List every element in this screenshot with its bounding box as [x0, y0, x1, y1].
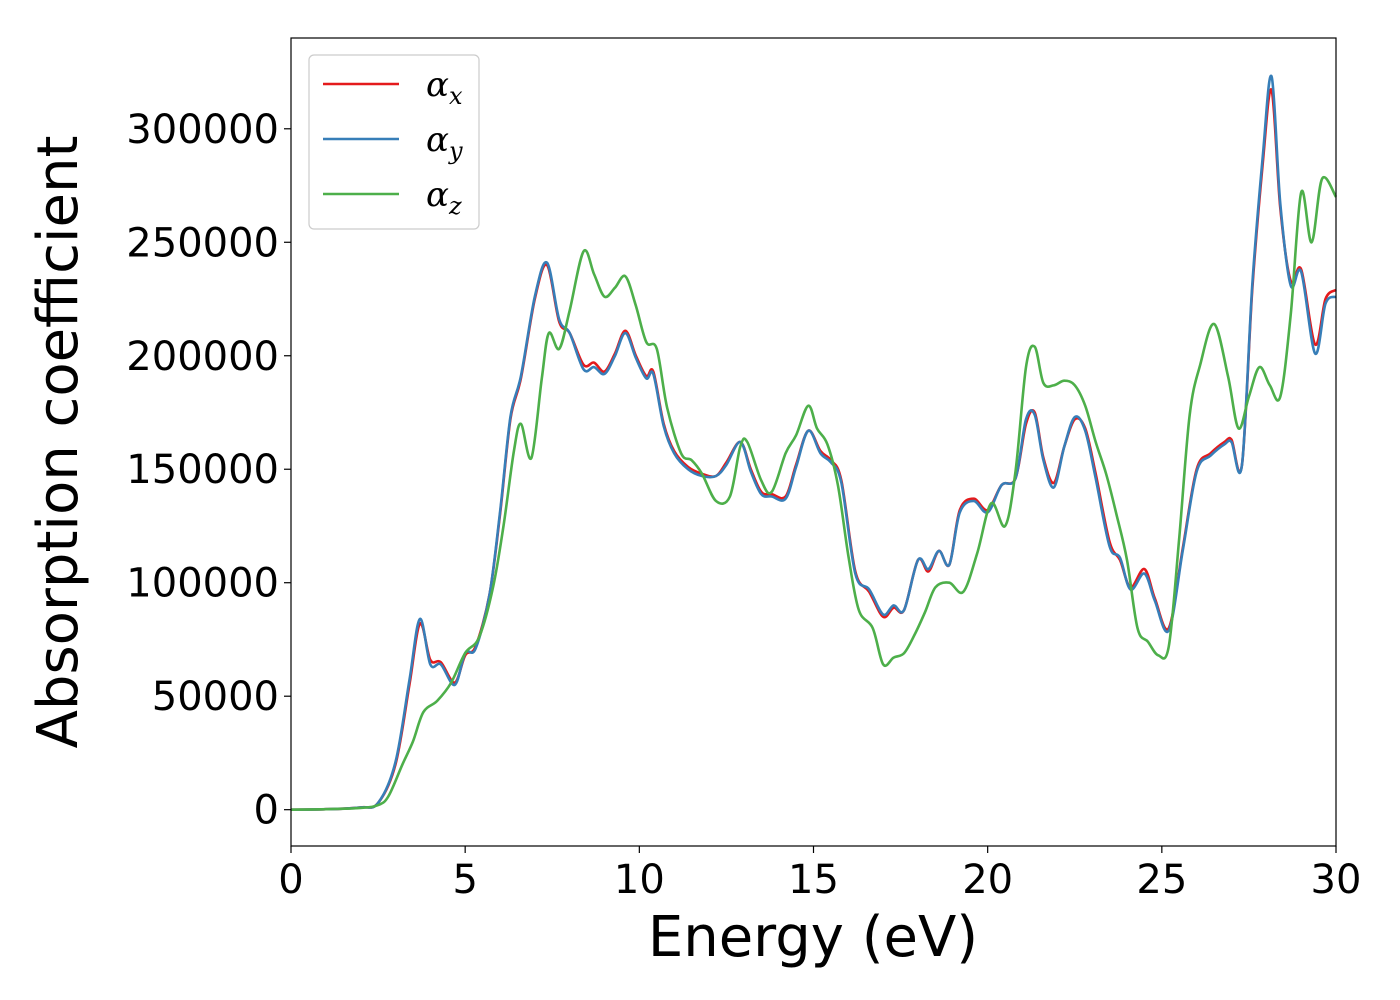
x-tick-label: 5 [452, 857, 477, 903]
legend-subscript: z [448, 192, 462, 220]
y-tick-label: 200000 [126, 334, 279, 380]
series-layer [290, 74, 1338, 811]
y-tick-label: 0 [254, 788, 279, 834]
x-tick-label: 15 [788, 857, 839, 903]
series-line-z [290, 175, 1338, 811]
legend-label-x: αx [426, 65, 463, 110]
legend-symbol: α [426, 65, 449, 105]
y-tick-label: 100000 [126, 561, 279, 607]
y-tick-label: 50000 [152, 674, 279, 720]
x-tick-label: 10 [614, 857, 665, 903]
x-tick-label: 30 [1311, 857, 1362, 903]
x-tick-label: 20 [962, 857, 1013, 903]
y-tick-label: 150000 [126, 447, 279, 493]
legend-symbol: α [426, 120, 449, 160]
series-line-y [290, 74, 1337, 811]
legend-subscript: x [449, 82, 463, 110]
legend-label-y: αy [426, 120, 463, 165]
plot-frame [290, 37, 1337, 847]
legend-label-z: αz [426, 175, 462, 220]
x-tick-label: 0 [278, 857, 303, 903]
x-tick-label: 25 [1136, 857, 1187, 903]
x-axis-title: Energy (eV) [648, 905, 978, 970]
y-axis-title: Absorption coefficient [26, 136, 91, 749]
y-tick-label: 250000 [126, 220, 279, 266]
legend-frame [308, 54, 480, 230]
legend-subscript: y [448, 137, 463, 165]
legend-symbol: α [426, 175, 449, 215]
tick-layer: 0 5 10 15 20 25 30 0 50000 100000 150000 200000 2500… [126, 107, 1361, 903]
y-tick-label: 300000 [126, 107, 279, 153]
